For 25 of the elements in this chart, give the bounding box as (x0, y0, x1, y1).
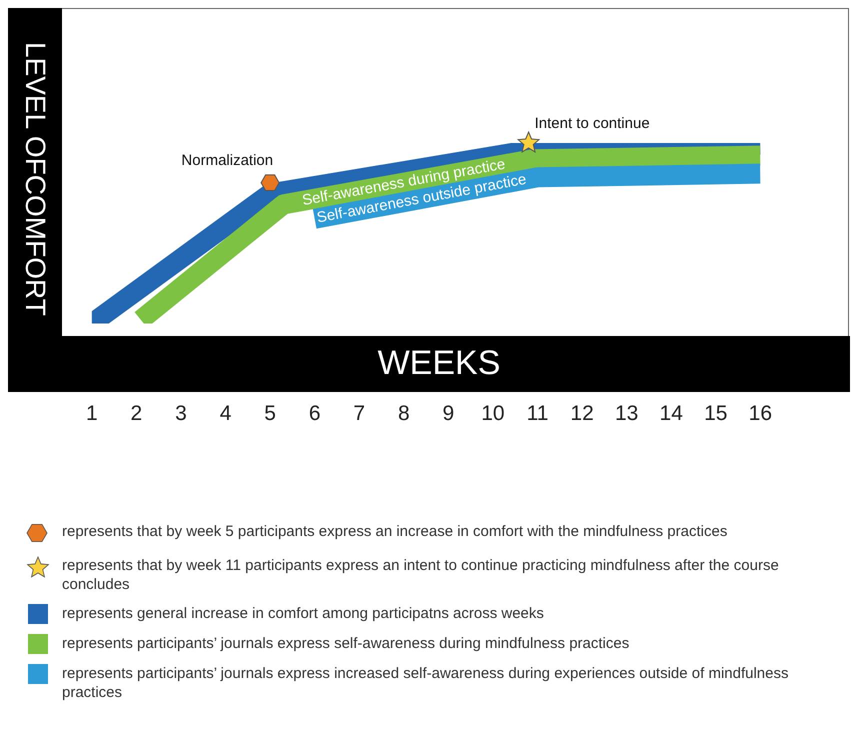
x-tick-label: 5 (264, 402, 276, 425)
x-tick-label: 11 (526, 402, 548, 425)
legend-label: represents that by week 11 participants express an intent to continue practicing mindfulness after the course concludes (62, 556, 780, 594)
annotation: Normalization (181, 152, 274, 169)
legend-label: represents general increase in comfort among participatns across weeks (62, 604, 544, 623)
x-tick-label: 13 (614, 402, 638, 425)
x-tick-label: 10 (481, 402, 505, 425)
legend-label: represents participants’ journals express self-awareness during mindfulness practices (62, 634, 630, 653)
x-tick-label: 7 (353, 402, 366, 425)
y-axis-title: LEVEL OFCOMFORT (19, 41, 51, 316)
x-tick-label: 4 (220, 402, 232, 425)
legend-label: represents that by week 5 participants express an increase in comfort with the mindfulness practices (62, 522, 728, 541)
x-tick-label: 2 (130, 402, 142, 425)
x-tick-label: 14 (660, 402, 684, 425)
legend-label: represents participants’ journals express increased self-awareness during experiences outside of mindfulness practices (62, 664, 790, 702)
x-tick-label: 1 (86, 402, 98, 425)
x-tick-label: 15 (704, 402, 728, 425)
x-tick-label: 16 (748, 402, 772, 425)
x-tick-label: 3 (175, 402, 187, 425)
x-axis-title: WEEKS (378, 344, 500, 383)
x-tick-label: 9 (442, 402, 454, 425)
annotation: Intent to continue (534, 115, 650, 132)
x-tick-label: 8 (398, 402, 410, 425)
x-tick-label: 6 (308, 402, 321, 425)
x-tick-label: 12 (570, 402, 594, 425)
